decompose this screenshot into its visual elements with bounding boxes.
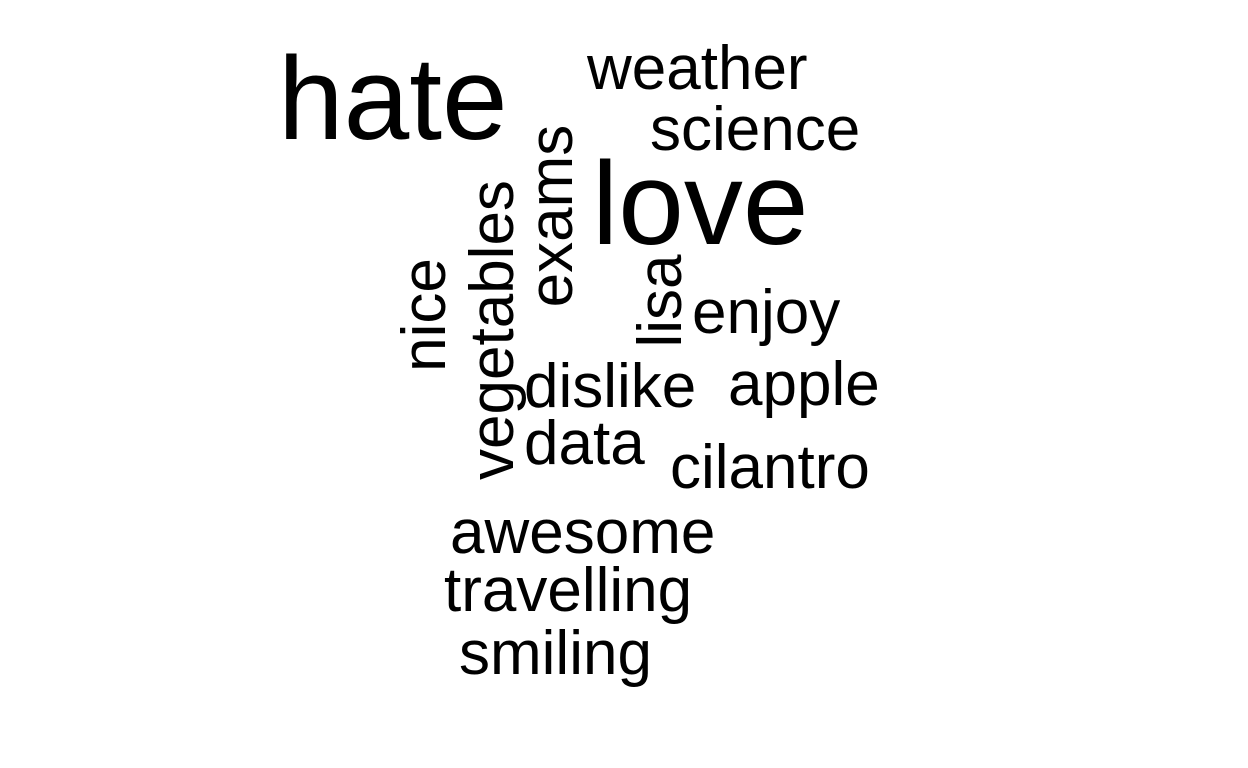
word-exams: exams [517,124,586,308]
word-data: data [524,409,645,478]
word-hate: hate [278,33,508,165]
word-vegetables: vegetables [458,180,527,480]
word-weather: weather [587,34,808,103]
word-enjoy: enjoy [692,278,841,347]
word-lisa: lisa [626,254,695,348]
word-science: science [650,95,861,164]
word-dislike: dislike [524,352,697,421]
word-smiling: smiling [459,619,652,688]
word-love: love [592,138,809,270]
word-cilantro: cilantro [670,433,870,502]
word-awesome: awesome [450,498,716,567]
word-apple: apple [728,350,880,419]
word-nice: nice [390,258,459,372]
word-travelling: travelling [444,556,693,625]
